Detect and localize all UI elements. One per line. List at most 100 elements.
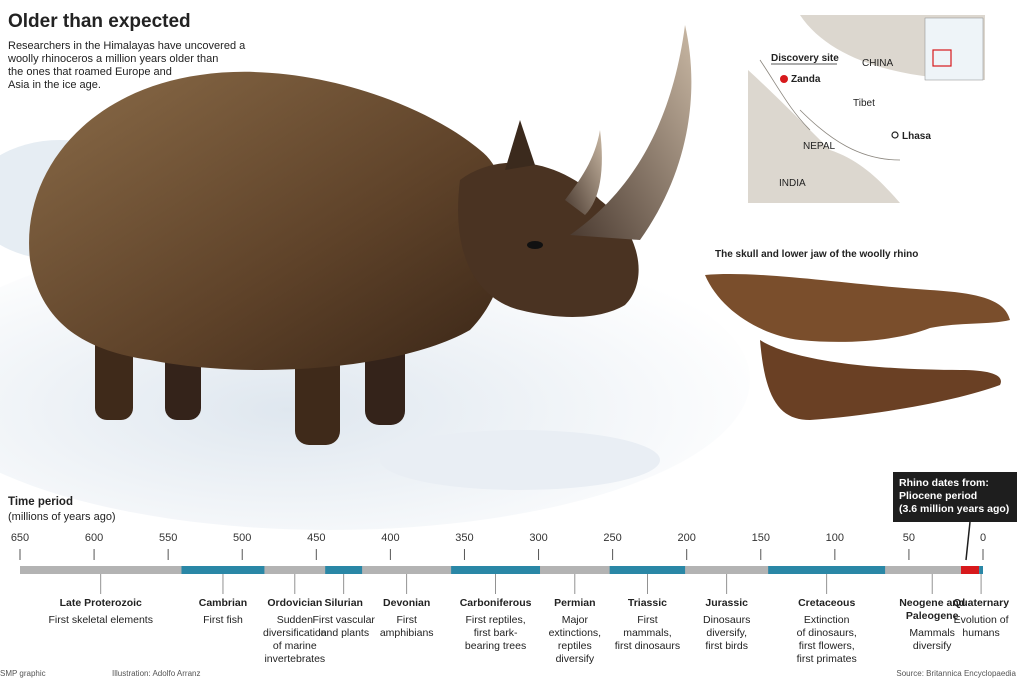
period-description: humans: [962, 627, 999, 639]
callout-pointer: [965, 521, 971, 561]
tick-label: 150: [752, 532, 770, 544]
period-segment: [264, 566, 326, 574]
callout: Rhino dates from: Pliocene period (3.6 m…: [893, 472, 1017, 561]
period-description: diversification: [263, 627, 327, 639]
period-segment: [768, 566, 886, 574]
map-label: INDIA: [779, 178, 806, 189]
skull-jaw: [760, 340, 1001, 420]
callout-text: Pliocene period: [899, 490, 977, 502]
rhino-eye: [527, 241, 543, 249]
period-name: Late Proterozoic: [60, 597, 142, 609]
map-label: Tibet: [853, 98, 875, 109]
period-description: Extinction: [804, 614, 850, 626]
period-segment: [979, 566, 983, 574]
period-description: first dinosaurs: [615, 640, 680, 652]
tick-label: 100: [826, 532, 844, 544]
period-segment: [325, 566, 363, 574]
credit: Illustration: Adolfo Arranz: [112, 669, 201, 678]
pliocene-highlight: [961, 566, 979, 574]
period-description: First: [396, 614, 416, 626]
period-segment: [362, 566, 452, 574]
intro: Researchers in the Himalayas have uncove…: [7, 40, 246, 91]
map-label: NEPAL: [803, 141, 835, 152]
period-description: amphibians: [380, 627, 434, 639]
map-china-region: [748, 15, 985, 203]
tick-label: 50: [903, 532, 915, 544]
tick-label: 550: [159, 532, 177, 544]
period-description: Dinosaurs: [703, 614, 750, 626]
period-segment: [451, 566, 541, 574]
rhino-front-horn: [570, 25, 692, 240]
skull-caption: The skull and lower jaw of the woolly rh…: [715, 249, 918, 260]
period-description: diversify: [556, 653, 595, 665]
callout-box: [893, 472, 1017, 522]
period-name: Paleogene: [906, 610, 959, 622]
tick-label: 650: [11, 532, 29, 544]
intro-line: Asia in the ice age.: [8, 79, 101, 91]
period-description: mammals,: [623, 627, 671, 639]
period-description: first bark-: [474, 627, 518, 639]
period-segment: [685, 566, 769, 574]
map: Discovery site Zanda CHINA Tibet Lhasa N…: [748, 15, 985, 203]
credit: Source: Britannica Encyclopaedia: [896, 669, 1016, 678]
period-description: extinctions,: [549, 627, 602, 639]
tick-label: 400: [381, 532, 399, 544]
period-description: bearing trees: [465, 640, 526, 652]
map-city-dot: [891, 131, 899, 139]
period-name: Triassic: [628, 597, 667, 609]
period-name: Silurian: [324, 597, 363, 609]
period-description: First fish: [203, 614, 243, 626]
map-inset-highlight: [932, 49, 952, 67]
period-description: Major: [562, 614, 589, 626]
tick-label: 450: [307, 532, 325, 544]
period-description: diversify,: [706, 627, 747, 639]
tick-label: 250: [603, 532, 621, 544]
rhino-illustration: [29, 25, 692, 445]
snow-drift: [380, 430, 660, 490]
period-description: land plants: [318, 627, 369, 639]
timeline-title: Time period: [8, 496, 73, 508]
callout-text: Rhino dates from:: [899, 477, 989, 489]
intro-line: woolly rhinoceros a million years older …: [7, 53, 218, 65]
skull-upper: [705, 273, 1010, 342]
map-inset: [924, 17, 984, 81]
tick-label: 500: [233, 532, 251, 544]
period-description: reptiles: [558, 640, 592, 652]
map-label: Discovery site: [771, 53, 839, 64]
period-description: diversify: [913, 640, 952, 652]
period-name: Cambrian: [199, 597, 247, 609]
period-description: invertebrates: [264, 653, 325, 665]
period-name: Ordovician: [267, 597, 322, 609]
period-description: First: [637, 614, 657, 626]
period-description: of dinosaurs,: [797, 627, 857, 639]
period-description: Evolution of: [954, 614, 1009, 626]
period-name: Devonian: [383, 597, 430, 609]
rhino-body: [29, 71, 509, 370]
period-description: First reptiles,: [466, 614, 526, 626]
rhino-ear: [505, 120, 535, 170]
period-segment: [20, 566, 182, 574]
period-segment: [885, 566, 980, 574]
period-description: Sudden: [277, 614, 313, 626]
period-name: Jurassic: [705, 597, 748, 609]
period-description: first birds: [705, 640, 748, 652]
timeline-unit: (millions of years ago): [8, 511, 116, 523]
period-description: Mammals: [909, 627, 955, 639]
period-name: Carboniferous: [460, 597, 532, 609]
tick-label: 350: [455, 532, 473, 544]
title: Older than expected: [8, 11, 191, 32]
tick-label: 200: [678, 532, 696, 544]
tick-label: 300: [529, 532, 547, 544]
map-site-dot: [780, 75, 788, 83]
period-description: of marine: [273, 640, 317, 652]
map-label: Zanda: [791, 74, 821, 85]
period-description: first primates: [797, 653, 857, 665]
period-description: First vascular: [312, 614, 375, 626]
map-border: [759, 59, 811, 131]
skull-illustration: [705, 273, 1010, 420]
period-segment: [181, 566, 265, 574]
tick-label: 600: [85, 532, 103, 544]
period-description: First skeletal elements: [49, 614, 153, 626]
timeline: 650 600 550 500 450 400 350 300 250 200 150 100 50 0L…: [11, 532, 1009, 665]
